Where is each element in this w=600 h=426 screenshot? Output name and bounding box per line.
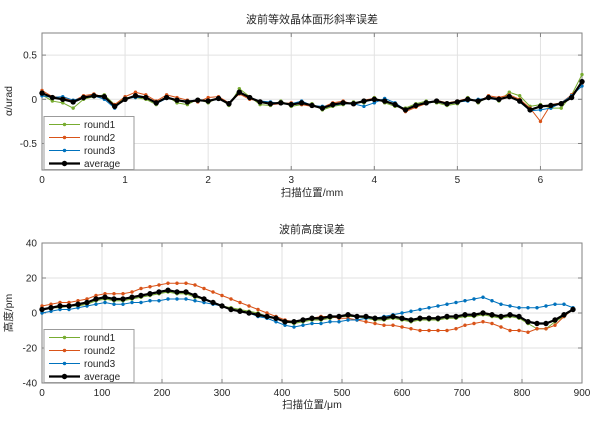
height-error-chart-title: 波前高度误差: [279, 222, 345, 236]
x-tick-label: 300: [214, 388, 231, 399]
height-error-chart: 0 100 200 300 400 500 600 700 800 900 -40 -20 0 20 40 r…: [2, 222, 591, 411]
legend-label-round1: round1: [84, 333, 116, 344]
legend: round1 round2 round3 average: [43, 329, 135, 383]
x-tick-label: 800: [514, 388, 531, 399]
x-tick-label: 600: [394, 388, 411, 399]
y-tick-label: 20: [26, 274, 38, 285]
y-tick-label: -0.5: [20, 139, 38, 150]
x-tick-label: 5: [455, 175, 461, 186]
x-tick-label: 6: [538, 175, 544, 186]
y-tick-label: -40: [23, 379, 38, 390]
slope-error-chart-title: 波前等效晶体面形斜率误差: [246, 12, 378, 26]
height-error-plot-area: 0 100 200 300 400 500 600 700 800 900 -40 -20 0 20 40 r…: [23, 239, 591, 400]
x-tick-label: 100: [94, 388, 111, 399]
legend-label-round3: round3: [84, 146, 116, 157]
x-tick-label: 400: [274, 388, 291, 399]
legend-box: [43, 329, 135, 383]
x-tick-label: 3: [288, 175, 294, 186]
x-tick-label: 500: [334, 388, 351, 399]
legend-label-round2: round2: [84, 346, 116, 357]
legend-box: [43, 116, 135, 170]
x-tick-label: 200: [154, 388, 171, 399]
x-tick-label: 700: [454, 388, 471, 399]
series-average: [39, 287, 576, 327]
slope-error-y-axis-label: α/urad: [3, 86, 15, 116]
y-tick-label: -20: [23, 344, 38, 355]
height-error-x-axis-label: 扫描位置/μm: [282, 398, 342, 411]
series-round2: [40, 281, 575, 334]
y-tick-label: 0: [31, 95, 37, 106]
legend-label-round1: round1: [84, 120, 116, 131]
x-tick-label: 0: [39, 175, 45, 186]
height-error-y-axis-label: 高度/pm: [2, 294, 15, 333]
axes-box: [41, 32, 583, 171]
x-tick-label: 2: [205, 175, 211, 186]
x-tick-label: 4: [372, 175, 378, 186]
y-tick-label: 0: [31, 309, 37, 320]
y-tick-label: 0.5: [23, 51, 37, 62]
x-tick-label: 0: [39, 388, 45, 399]
slope-error-x-axis-label: 扫描位置/mm: [281, 186, 344, 199]
y-tick-label: 40: [26, 239, 38, 250]
legend-label-average: average: [84, 372, 121, 383]
legend-label-round2: round2: [84, 133, 116, 144]
slope-error-chart: 0 1 2 3 4 5 6 -0.5 0 0.5 round1 round2 round3 average…: [3, 12, 585, 199]
legend: round1 round2 round3 average: [43, 116, 135, 170]
slope-error-plot-area: 0 1 2 3 4 5 6 -0.5 0 0.5 round1 round2 round3 average: [20, 32, 585, 186]
x-tick-label: 900: [574, 388, 591, 399]
x-tick-label: 1: [122, 175, 128, 186]
legend-label-average: average: [84, 159, 121, 170]
legend-label-round3: round3: [84, 359, 116, 370]
series-average: [39, 78, 585, 113]
